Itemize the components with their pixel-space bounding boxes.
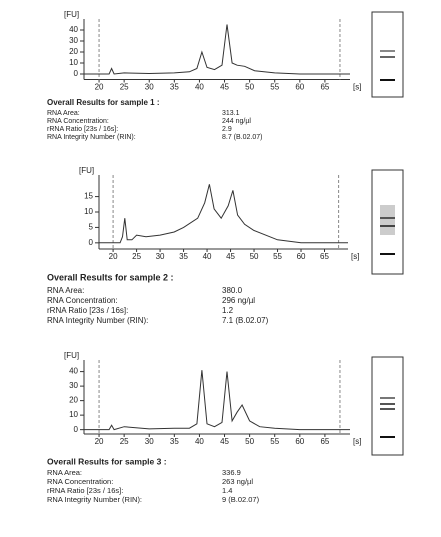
result-value: 8.7 (B.02.07) (222, 134, 262, 141)
results-title: Overall Results for sample 2 : (47, 272, 174, 282)
y-axis-label: [FU] (79, 166, 94, 175)
gel-lanes (371, 11, 404, 456)
y-tick-label: 10 (69, 410, 78, 419)
x-tick-label: 50 (245, 437, 254, 446)
result-label: RNA Concentration: (47, 118, 109, 125)
gel-band (380, 225, 395, 227)
gel-band (380, 403, 395, 405)
y-tick-label: 5 (89, 223, 94, 232)
x-tick-label: 25 (120, 437, 129, 446)
result-label: RNA Area: (47, 468, 82, 477)
result-value: 263 ng/µl (222, 477, 253, 486)
gel-smear (380, 205, 395, 235)
x-axis-label: [s] (353, 437, 361, 446)
x-tick-label: 60 (295, 437, 304, 446)
y-tick-label: 0 (74, 425, 79, 434)
trace (84, 24, 350, 75)
x-tick-label: 20 (109, 252, 118, 261)
x-tick-label: 35 (179, 252, 188, 261)
result-value: 9 (B.02.07) (222, 495, 260, 504)
x-tick-label: 30 (156, 252, 165, 261)
y-tick-label: 15 (84, 192, 93, 201)
result-label: rRNA Ratio [23s / 16s]: (47, 486, 123, 495)
results-title: Overall Results for sample 3 : (47, 456, 167, 466)
x-tick-label: 20 (95, 83, 104, 92)
result-label: RNA Integrity Number (RIN): (47, 316, 148, 325)
x-tick-label: 45 (220, 83, 229, 92)
result-value: 2.9 (222, 126, 232, 133)
result-label: rRNA Ratio [23s / 16s]: (47, 306, 128, 315)
x-tick-label: 65 (320, 83, 329, 92)
gel-band (380, 253, 395, 255)
y-tick-label: 10 (69, 58, 78, 67)
x-tick-label: 45 (226, 252, 235, 261)
x-tick-label: 55 (273, 252, 282, 261)
gel-band (380, 436, 395, 438)
x-axis-label: [s] (353, 83, 361, 92)
x-tick-label: 55 (270, 83, 279, 92)
x-tick-label: 65 (320, 252, 329, 261)
result-value: 336.9 (222, 468, 241, 477)
x-tick-label: 65 (320, 437, 329, 446)
x-tick-label: 25 (120, 83, 129, 92)
gel-lane (371, 356, 404, 456)
y-tick-label: 0 (74, 69, 79, 78)
y-tick-label: 20 (69, 396, 78, 405)
gel-band (380, 79, 395, 81)
results-title: Overall Results for sample 1 : (47, 98, 160, 107)
x-tick-label: 50 (245, 83, 254, 92)
gel-band (380, 56, 395, 58)
y-tick-label: 40 (69, 367, 78, 376)
result-label: RNA Concentration: (47, 477, 113, 486)
y-tick-label: 30 (69, 36, 78, 45)
result-label: RNA Concentration: (47, 296, 118, 305)
gel-lane (371, 11, 404, 98)
x-tick-label: 25 (132, 252, 141, 261)
result-value: 296 ng/µl (222, 296, 255, 305)
result-value: 380.0 (222, 286, 243, 295)
x-tick-label: 40 (195, 83, 204, 92)
x-tick-label: 35 (170, 83, 179, 92)
gel-band (380, 217, 395, 219)
result-value: 1.2 (222, 306, 234, 315)
x-tick-label: 30 (145, 83, 154, 92)
x-tick-label: 20 (95, 437, 104, 446)
gel-band (380, 397, 395, 399)
x-tick-label: 45 (220, 437, 229, 446)
y-tick-label: 10 (84, 207, 93, 216)
result-value: 244 ng/µl (222, 118, 251, 125)
result-value: 1.4 (222, 486, 232, 495)
x-axis-label: [s] (351, 252, 359, 261)
x-tick-label: 60 (295, 83, 304, 92)
y-axis-label: [FU] (64, 351, 79, 360)
result-label: RNA Area: (47, 286, 84, 295)
y-tick-label: 40 (69, 25, 78, 34)
gel-band (380, 408, 395, 410)
y-tick-label: 0 (89, 238, 94, 247)
y-tick-label: 20 (69, 47, 78, 56)
x-tick-label: 35 (170, 437, 179, 446)
trace (84, 370, 350, 431)
result-label: rRNA Ratio [23s / 16s]: (47, 126, 118, 133)
result-value: 7.1 (B.02.07) (222, 316, 269, 325)
trace (99, 184, 348, 244)
result-value: 313.1 (222, 110, 240, 117)
result-label: RNA Integrity Number (RIN): (47, 495, 142, 504)
y-tick-label: 30 (69, 381, 78, 390)
y-axis-label: [FU] (64, 10, 79, 19)
result-label: RNA Area: (47, 110, 80, 117)
x-tick-label: 55 (270, 437, 279, 446)
x-tick-label: 40 (195, 437, 204, 446)
x-tick-label: 30 (145, 437, 154, 446)
x-tick-label: 50 (250, 252, 259, 261)
result-label: RNA Integrity Number (RIN): (47, 134, 136, 141)
x-tick-label: 40 (203, 252, 212, 261)
gel-band (380, 50, 395, 52)
x-tick-label: 60 (297, 252, 306, 261)
